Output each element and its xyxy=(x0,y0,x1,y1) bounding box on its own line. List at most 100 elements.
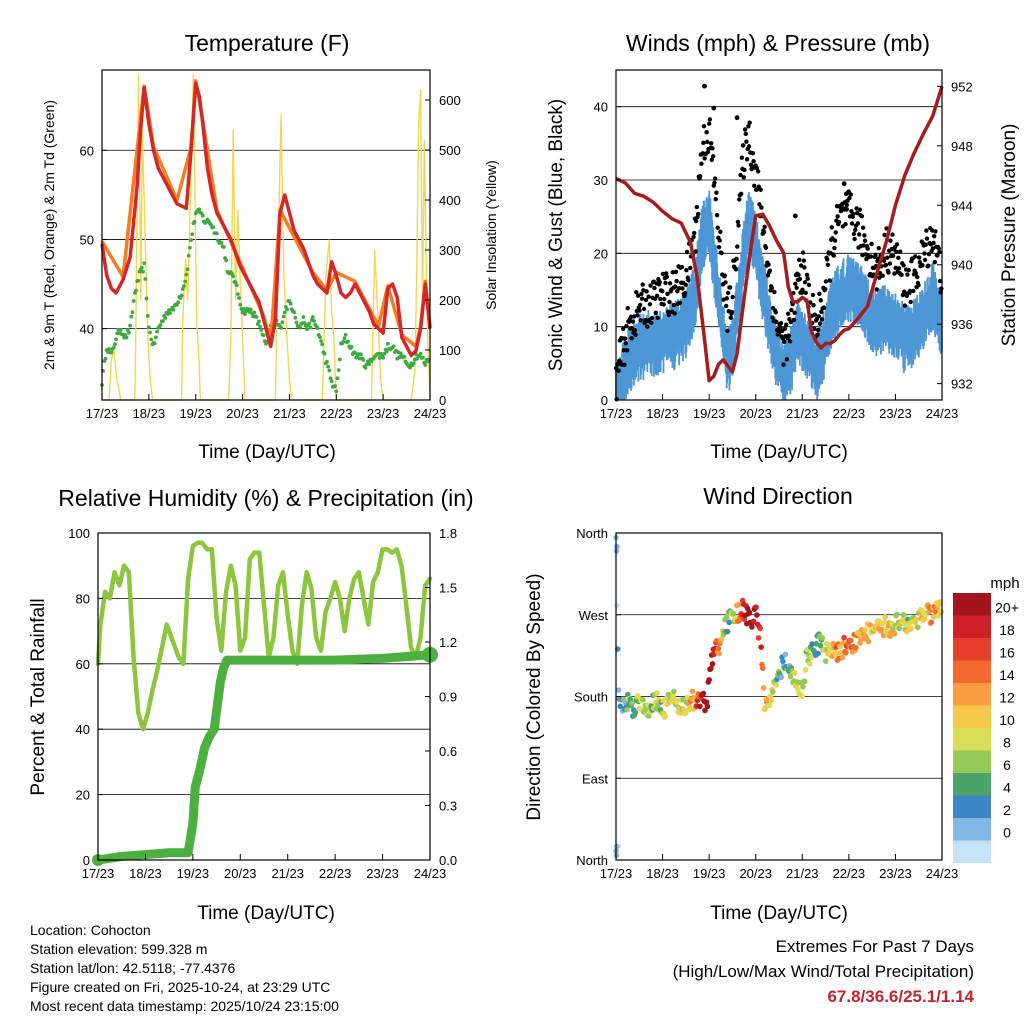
gust-point xyxy=(818,298,823,303)
direction-point xyxy=(837,643,843,650)
temperature-ylabel-right: Solar Insolation (Yellow) xyxy=(483,160,499,310)
wind-direction-xtick-label: 18/23 xyxy=(646,866,679,881)
gust-point xyxy=(868,254,874,259)
winds-xtick-label: 18/23 xyxy=(646,406,679,421)
gust-point xyxy=(628,314,634,320)
humidity-xtick-label: 18/23 xyxy=(129,866,162,881)
gust-point xyxy=(649,320,654,325)
gust-point xyxy=(794,285,799,290)
gust-point xyxy=(739,155,745,160)
dewpoint-point xyxy=(257,319,261,324)
gust-point xyxy=(702,156,707,161)
dewpoint-point xyxy=(200,213,205,218)
direction-point xyxy=(617,703,624,710)
temperature-xtick-label: 17/23 xyxy=(86,406,119,421)
gust-point xyxy=(625,305,630,311)
direction-point xyxy=(614,843,620,850)
gust-point xyxy=(860,252,865,258)
direction-point xyxy=(674,697,681,704)
gust-point xyxy=(816,314,821,319)
gust-point xyxy=(734,256,739,261)
gust-point xyxy=(833,230,838,235)
gust-point xyxy=(645,324,650,329)
gust-point xyxy=(902,303,908,308)
dewpoint-point xyxy=(281,314,286,319)
humidity-ytick-right-label: 1.8 xyxy=(439,526,457,541)
gust-point xyxy=(931,240,936,246)
gust-point xyxy=(797,257,802,263)
gust-point xyxy=(827,278,833,283)
gust-point xyxy=(883,262,889,268)
station-location: Location: Cohocton xyxy=(30,922,151,938)
gust-point xyxy=(692,230,697,236)
wind-direction-ytick-label: North xyxy=(576,853,608,868)
dewpoint-point xyxy=(145,313,150,318)
direction-point xyxy=(881,619,888,625)
gust-point xyxy=(672,311,677,316)
wind-direction-xtick-label: 20/23 xyxy=(739,866,772,881)
gust-point xyxy=(917,260,923,265)
gust-point xyxy=(640,282,645,287)
gust-point xyxy=(729,309,735,315)
gust-point xyxy=(881,258,887,263)
gust-point xyxy=(733,267,739,272)
dewpoint-point xyxy=(238,302,243,307)
gust-point xyxy=(662,296,667,302)
gust-point xyxy=(647,302,653,307)
gust-point xyxy=(664,271,669,276)
direction-point xyxy=(865,638,872,645)
direction-point xyxy=(750,618,757,625)
dewpoint-point xyxy=(190,232,195,237)
direction-point xyxy=(632,709,639,716)
winds-xtick-label: 17/23 xyxy=(600,406,633,421)
humidity-xtick-label: 24/23 xyxy=(414,866,447,881)
temperature-xtick-label: 21/23 xyxy=(273,406,306,421)
direction-point xyxy=(841,634,847,641)
gust-point xyxy=(711,105,717,111)
dewpoint-point xyxy=(144,296,149,301)
temperature-ylabel-left: 2m & 9m T (Red, Orange) & 2m Td (Green) xyxy=(41,100,57,370)
dewpoint-point xyxy=(346,339,350,344)
gust-point xyxy=(802,265,807,270)
temperature-panel: Temperature (F) 17/23 18/23 19/23 20/23 21/2… xyxy=(41,30,499,463)
dewpoint-point xyxy=(423,363,428,367)
temperature-xtick-label: 18/23 xyxy=(133,406,166,421)
temperature-plot-frame xyxy=(101,69,431,401)
direction-point xyxy=(801,678,808,685)
dewpoint-point xyxy=(301,315,306,319)
gust-point xyxy=(639,291,644,297)
direction-point xyxy=(936,599,943,605)
direction-point xyxy=(757,625,764,632)
gust-point xyxy=(922,257,928,263)
humidity-line xyxy=(95,540,433,732)
gust-point xyxy=(686,277,691,283)
colorbar-label: 20+ xyxy=(995,600,1019,616)
direction-point xyxy=(703,699,710,705)
gust-point xyxy=(804,272,810,278)
pressure-line xyxy=(615,85,944,383)
direction-point xyxy=(749,624,755,630)
direction-point xyxy=(730,610,737,617)
temperature-xtick-label: 24/23 xyxy=(414,406,447,421)
direction-point xyxy=(715,645,722,652)
colorbar-label: 0 xyxy=(1003,825,1011,841)
gust-point xyxy=(644,289,649,294)
gust-point xyxy=(719,250,724,256)
winds-xtick-label: 22/23 xyxy=(833,406,866,421)
dewpoint-point xyxy=(361,357,366,362)
gust-point xyxy=(641,306,647,312)
colorbar-label: 10 xyxy=(999,712,1015,728)
gust-point xyxy=(717,238,722,243)
gust-point xyxy=(806,282,812,288)
direction-point xyxy=(758,644,764,650)
gust-point xyxy=(688,265,693,271)
direction-point xyxy=(723,614,730,620)
gust-point xyxy=(660,271,666,277)
gust-point xyxy=(714,190,719,195)
dewpoint-point xyxy=(381,355,386,360)
gust-point xyxy=(805,276,810,281)
colorbar-swatch xyxy=(953,728,991,751)
direction-point xyxy=(822,658,829,664)
dewpoint-point xyxy=(143,277,148,281)
